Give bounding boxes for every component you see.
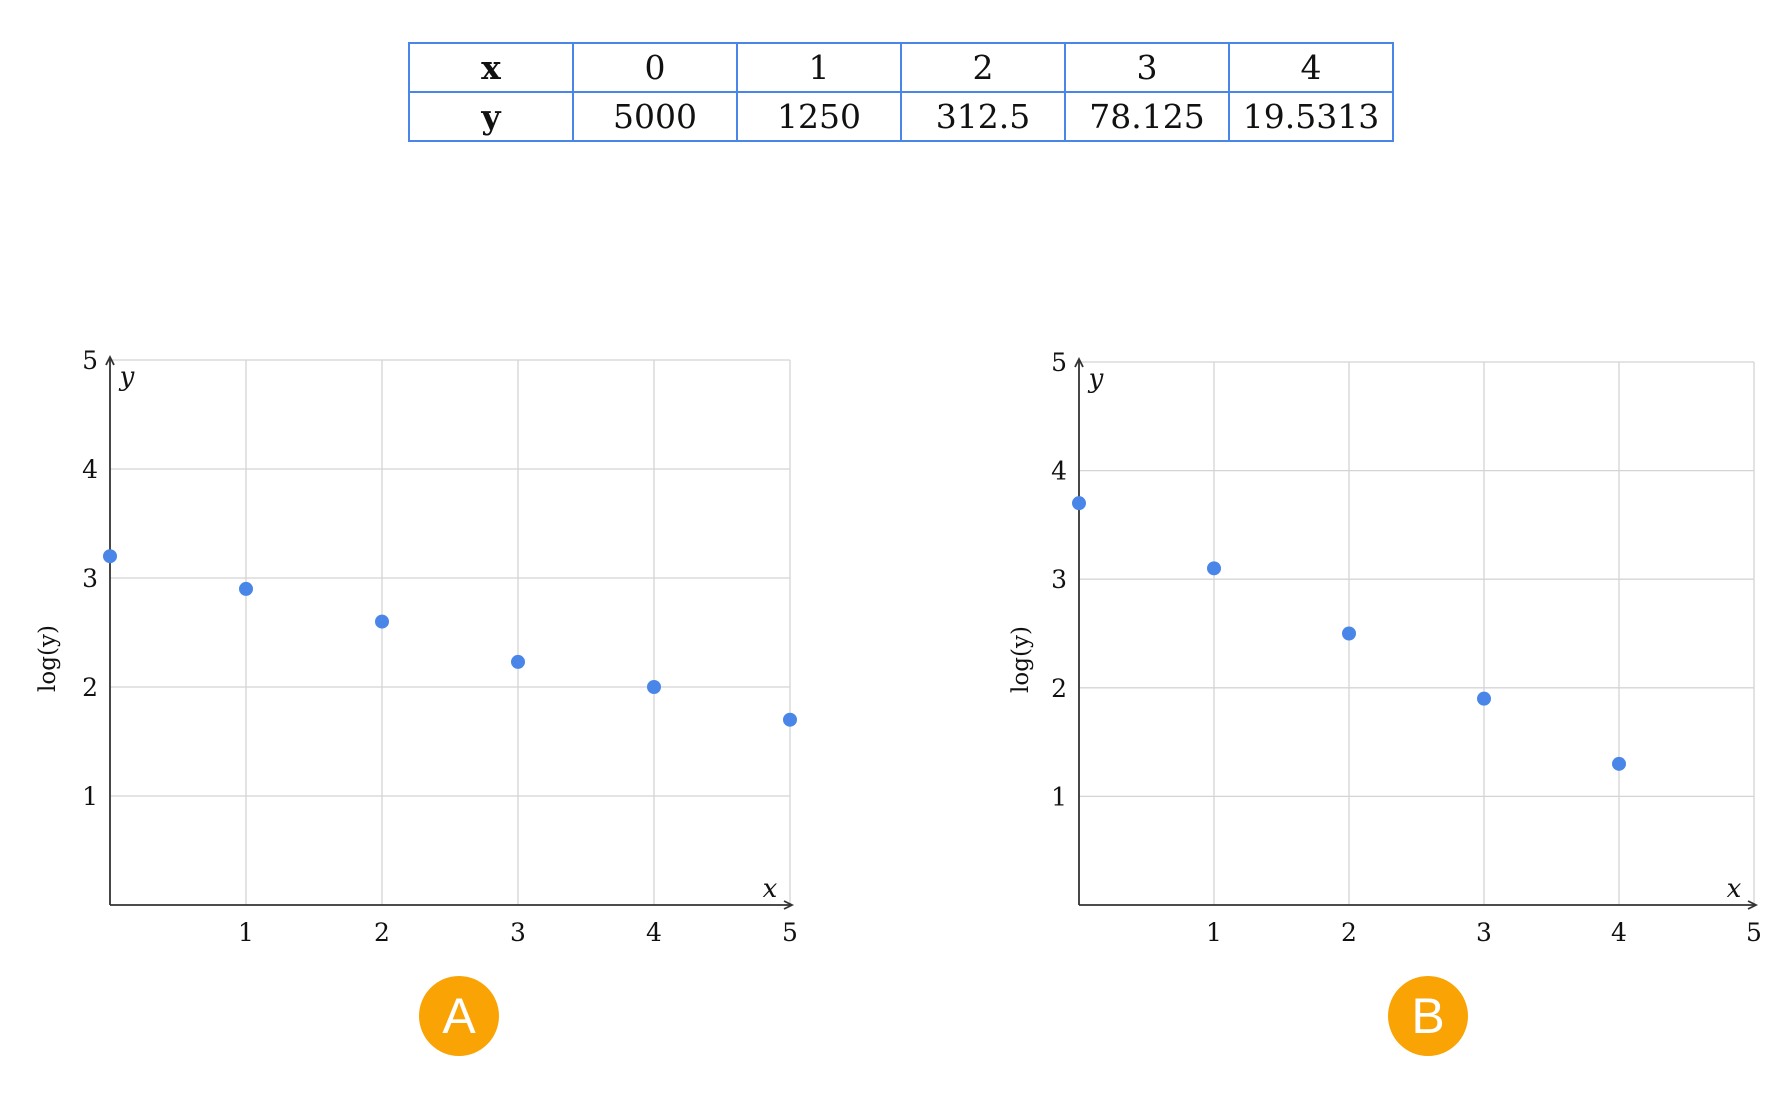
table-cell: 78.125 [1064,91,1230,142]
y-tick-label: 4 [82,455,98,484]
x-tick-label: 5 [782,918,798,947]
data-point [1342,626,1356,641]
x-tick-label: 2 [374,918,390,947]
x-tick-label: 4 [646,918,662,947]
data-point [1612,756,1626,771]
y-axis-name: y [1088,364,1104,394]
table-cell: 1250 [736,91,902,142]
data-point [511,654,525,669]
table-cell: 0 [572,42,738,93]
x-axis-name: x [763,874,778,904]
y-axis-arrow [1074,356,1084,368]
y-tick-label: 1 [1051,782,1067,811]
table-cell: 2 [900,42,1066,93]
table-header-y: y [408,91,574,142]
values-table: x 0 1 2 3 4 y 5000 1250 312.5 78.125 19.… [408,42,1394,142]
y-tick-label: 1 [82,782,98,811]
data-point [1477,691,1491,706]
y-tick-label: 3 [1051,565,1067,594]
y-axis-arrow [105,354,115,366]
y-tick-label: 4 [1051,457,1067,486]
table-header-x: x [408,42,574,93]
x-tick-label: 5 [1746,918,1762,947]
y-tick-label: 2 [82,673,98,702]
badge-b: B [1388,976,1468,1056]
x-tick-label: 4 [1611,918,1627,947]
y-axis-label: log(y) [1008,626,1034,693]
data-point [1072,496,1086,511]
table-row-y: y 5000 1250 312.5 78.125 19.5313 [408,91,1394,142]
table-cell: 19.5313 [1228,91,1394,142]
data-point [647,680,661,694]
table-cell: 3 [1064,42,1230,93]
badge-a: A [419,976,499,1056]
x-tick-label: 2 [1341,918,1357,947]
x-tick-label: 3 [1476,918,1492,947]
x-axis-arrow [1747,900,1759,910]
table-cell: 312.5 [900,91,1066,142]
y-tick-label: 5 [1051,348,1067,377]
data-point [239,581,253,596]
y-tick-label: 2 [1051,674,1067,703]
data-point [375,614,389,629]
y-axis-name: y [119,362,135,392]
x-axis-arrow [783,900,795,910]
x-axis-name: x [1727,874,1742,904]
data-point [103,549,117,564]
table-cell: 4 [1228,42,1394,93]
table-cell: 1 [736,42,902,93]
x-tick-label: 1 [1206,918,1222,947]
x-tick-label: 3 [510,918,526,947]
y-axis-label: log(y) [35,625,61,692]
data-point [1207,561,1221,576]
table-cell: 5000 [572,91,738,142]
x-tick-label: 1 [238,918,254,947]
data-point [783,712,797,727]
y-tick-label: 5 [82,346,98,375]
y-tick-label: 3 [82,564,98,593]
table-row-x: x 0 1 2 3 4 [408,42,1394,93]
